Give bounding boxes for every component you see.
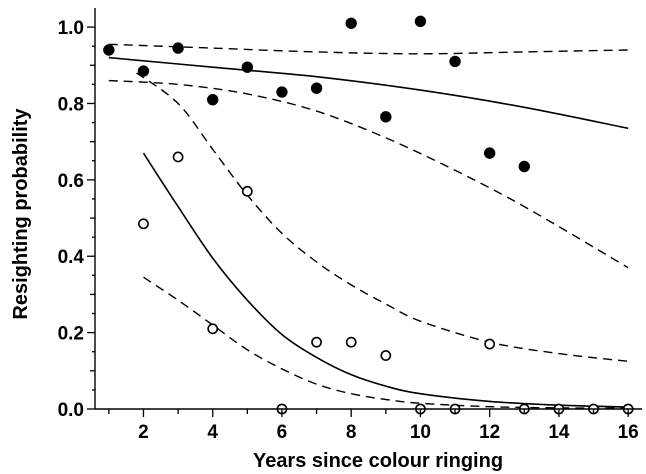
open-data-point	[138, 218, 149, 230]
open-data-point	[207, 323, 219, 335]
filled-data-point	[103, 44, 115, 56]
y-tick-label: 0.6	[58, 171, 84, 192]
filled-data-point	[207, 93, 219, 106]
open-data-point	[241, 185, 253, 197]
filled-data-point	[414, 15, 427, 28]
filled-data-point	[276, 86, 288, 98]
fitted-curves	[108, 43, 629, 409]
y-tick-label: 0.2	[58, 324, 84, 345]
filled-data-point	[241, 61, 254, 73]
x-tick-label: 10	[410, 422, 431, 443]
filled-data-point	[483, 147, 496, 159]
x-tick-label: 2	[138, 422, 149, 443]
y-tick-label: 0.4	[58, 247, 85, 268]
filled-data-point	[310, 82, 323, 94]
open-data-point	[172, 151, 184, 163]
open-data-point	[345, 336, 357, 348]
y-tick-label: 0.0	[58, 400, 84, 421]
x-tick-label: 16	[618, 422, 639, 443]
filled-data-point	[345, 17, 357, 29]
filled-data-point	[172, 42, 184, 54]
y-tick-label: 1.0	[58, 18, 84, 39]
x-tick-label: 8	[346, 422, 357, 443]
y-tick-label: 0.8	[58, 94, 84, 115]
open-series-upper-bound-line	[136, 72, 629, 362]
x-tick-label: 6	[277, 422, 288, 443]
x-tick-label: 12	[479, 422, 500, 443]
axes: 2 4 6 8 10 12 14 16 0.0 0.2 0.4 0.6 0.8 1.0	[58, 8, 642, 443]
open-series-lower-bound-line	[143, 276, 629, 409]
filled-data-point	[518, 160, 530, 173]
x-axis-ticks: 2 4 6 8 10 12 14 16	[108, 409, 639, 443]
y-axis-title: Resighting probability	[10, 108, 32, 320]
filled-data-point	[137, 65, 150, 77]
filled-series-fit-line	[108, 56, 629, 130]
y-axis-ticks: 0.0 0.2 0.4 0.6 0.8 1.0	[58, 18, 95, 421]
open-data-point	[484, 338, 496, 350]
data-points	[103, 15, 634, 415]
open-data-point	[311, 336, 322, 348]
open-data-point	[380, 350, 392, 361]
filled-data-point	[380, 111, 392, 123]
filled-series-lower-bound-line	[108, 79, 629, 269]
filled-data-point	[449, 55, 461, 68]
x-tick-label: 4	[207, 422, 218, 443]
x-axis-title: Years since colour ringing	[253, 450, 503, 472]
filled-series-upper-bound-line	[108, 43, 629, 55]
x-tick-label: 14	[548, 422, 570, 443]
open-series-fit-line	[142, 152, 629, 408]
